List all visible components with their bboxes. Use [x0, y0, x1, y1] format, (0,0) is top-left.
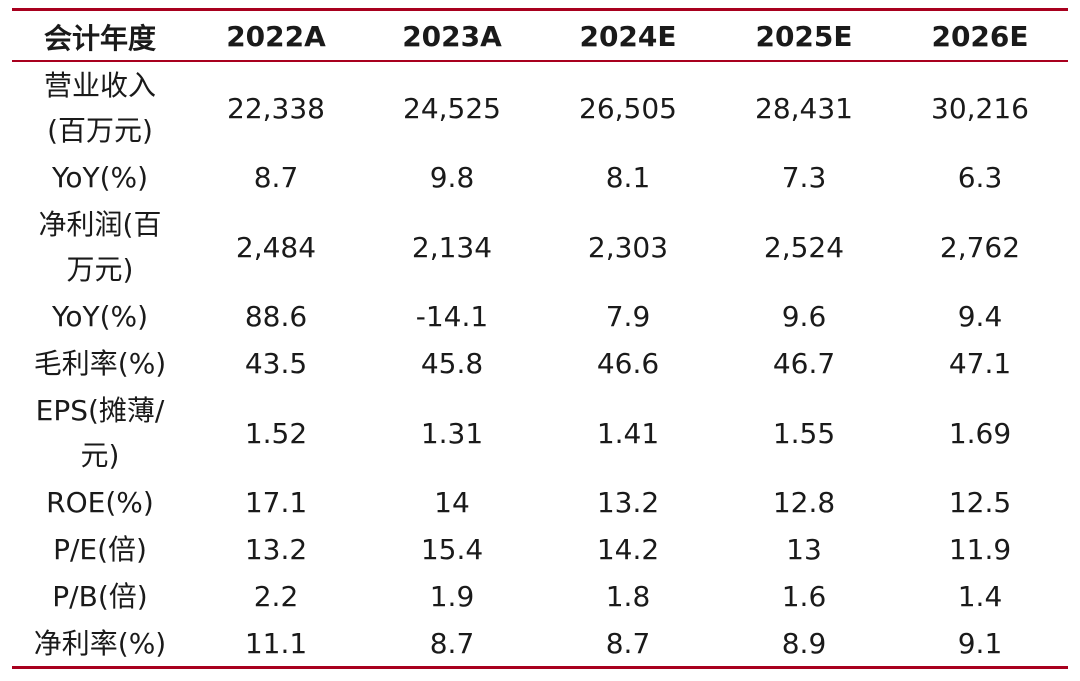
table-cell: 13.2: [596, 486, 660, 519]
table-cell: 2,484: [235, 230, 317, 264]
table-cell: 14.2: [596, 533, 660, 566]
row-label: 营业收入 (百万元): [12, 62, 188, 154]
table-cell: 9.8: [429, 161, 475, 194]
table-cell: 7.9: [605, 300, 651, 333]
financial-forecast-table: 会计年度 2022A 2023A 2024E 2025E 2026E 营业收入 (…: [12, 11, 1068, 667]
row-label: EPS(摊薄/元): [12, 387, 188, 479]
table-row: 净利率(%) 11.1 8.7 8.7 8.9 9.1: [12, 620, 1068, 667]
table-cell: 2,134: [411, 230, 493, 264]
table-body: 营业收入 (百万元) 22,338 24,525 26,505 28,431 30,216 Y…: [12, 62, 1068, 667]
row-label-line: 净利率(%): [33, 627, 167, 660]
table-cell: 1.41: [596, 416, 660, 450]
table-row: ROE(%) 17.1 14 13.2 12.8 12.5: [12, 479, 1068, 526]
table-row: YoY(%) 88.6 -14.1 7.9 9.6 9.4: [12, 293, 1068, 340]
table-top-rule: [12, 8, 1068, 11]
row-label-line: P/B(倍): [52, 580, 148, 613]
header-cell-2024e: 2024E: [579, 20, 677, 53]
header-cell-2022a: 2022A: [226, 20, 326, 53]
table-cell: 11.9: [948, 533, 1012, 566]
table-cell: 1.31: [420, 416, 484, 450]
row-label-line: P/E(倍): [53, 533, 147, 566]
table-row: P/E(倍) 13.2 15.4 14.2 13 11.9: [12, 526, 1068, 573]
table-cell: 1.55: [772, 416, 836, 450]
table-cell: 8.7: [605, 627, 651, 660]
table-cell: 2.2: [253, 580, 299, 613]
table-cell: 11.1: [244, 627, 308, 660]
table-cell: 7.3: [781, 161, 827, 194]
table-cell: 1.8: [605, 580, 651, 613]
table-row: EPS(摊薄/元) 1.52 1.31 1.41 1.55 1.69: [12, 387, 1068, 479]
table-cell: 2,303: [587, 230, 669, 264]
row-label-line: ROE(%): [46, 486, 154, 519]
table-cell: 1.4: [957, 580, 1003, 613]
table-cell: 22,338: [227, 91, 325, 125]
table-cell: 8.7: [253, 161, 299, 194]
table-cell: 15.4: [420, 533, 484, 566]
table-cell: 1.6: [781, 580, 827, 613]
table-cell: 1.9: [429, 580, 475, 613]
header-cell-2025e: 2025E: [755, 20, 853, 53]
table-cell: 24,525: [403, 91, 501, 125]
table-row: YoY(%) 8.7 9.8 8.1 7.3 6.3: [12, 154, 1068, 201]
table-cell: 2,524: [763, 230, 845, 264]
row-label: ROE(%): [12, 479, 188, 526]
table-cell: 12.5: [948, 486, 1012, 519]
table-cell: 43.5: [244, 347, 308, 380]
table-cell: 26,505: [579, 91, 677, 125]
header-cell-2023a: 2023A: [402, 20, 502, 53]
table-row: 毛利率(%) 43.5 45.8 46.6 46.7 47.1: [12, 340, 1068, 387]
table-cell: 8.9: [781, 627, 827, 660]
table-cell: 46.7: [772, 347, 836, 380]
row-label-line: 毛利率(%): [33, 347, 167, 380]
row-label: P/B(倍): [12, 573, 188, 620]
table-cell: 9.1: [957, 627, 1003, 660]
table-cell: 1.69: [948, 416, 1012, 450]
table-cell: 9.4: [957, 300, 1003, 333]
row-label: 净利润(百万元): [12, 201, 188, 293]
row-label: YoY(%): [12, 293, 188, 340]
row-label-line: (百万元): [47, 114, 153, 147]
row-label: 净利率(%): [12, 620, 188, 667]
table-cell: 45.8: [420, 347, 484, 380]
table-cell: 8.1: [605, 161, 651, 194]
table-row: 营业收入 (百万元) 22,338 24,525 26,505 28,431 30,216: [12, 62, 1068, 154]
table-cell: 1.52: [244, 416, 308, 450]
row-label-line: YoY(%): [51, 300, 149, 333]
row-label-line: 万元): [66, 253, 134, 286]
table-cell: 2,762: [939, 230, 1021, 264]
table-row: 净利润(百万元) 2,484 2,134 2,303 2,524 2,762: [12, 201, 1068, 293]
table-cell: 9.6: [781, 300, 827, 333]
table-cell: 46.6: [596, 347, 660, 380]
table-cell: 6.3: [957, 161, 1003, 194]
header-cell-2026e: 2026E: [931, 20, 1029, 53]
table-cell: 30,216: [931, 91, 1029, 125]
table-header-rule: [12, 60, 1068, 62]
row-label: P/E(倍): [12, 526, 188, 573]
table-row: P/B(倍) 2.2 1.9 1.8 1.6 1.4: [12, 573, 1068, 620]
row-label-line: 营业收入: [43, 69, 156, 102]
row-label-line: 净利润(百: [38, 208, 162, 241]
table-cell: 28,431: [755, 91, 853, 125]
table-cell: 47.1: [948, 347, 1012, 380]
table-cell: 14: [434, 486, 470, 519]
header-cell-fiscal-year: 会计年度: [43, 21, 156, 55]
header-row: 会计年度 2022A 2023A 2024E 2025E 2026E: [12, 11, 1068, 62]
table-cell: 12.8: [772, 486, 836, 519]
table-bottom-rule: [12, 666, 1068, 669]
row-label-line: EPS(摊薄/: [35, 394, 165, 427]
table-cell: 13.2: [244, 533, 308, 566]
table-cell: -14.1: [415, 300, 489, 333]
table-cell: 17.1: [244, 486, 308, 519]
row-label-line: 元): [80, 439, 120, 472]
table-cell: 8.7: [429, 627, 475, 660]
table-cell: 13: [786, 533, 822, 566]
row-label: YoY(%): [12, 154, 188, 201]
table-cell: 88.6: [244, 300, 308, 333]
row-label: 毛利率(%): [12, 340, 188, 387]
row-label-line: YoY(%): [51, 161, 149, 194]
